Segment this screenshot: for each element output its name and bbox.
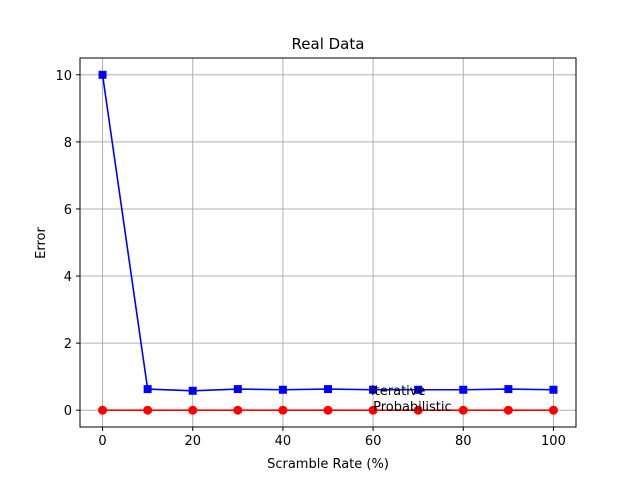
data-point-iterative [369,385,378,394]
x-axis-label: Scramble Rate (%) [267,457,389,472]
data-point-probabilistic [368,405,378,415]
data-point-iterative [278,385,287,394]
x-tick-label: 60 [365,434,382,449]
data-point-probabilistic [98,405,108,415]
x-tick-label: 20 [184,434,201,449]
data-point-iterative [324,385,332,394]
y-tick-label: 4 [64,270,72,285]
x-tick-label: 100 [541,434,566,449]
data-point-probabilistic [413,405,423,415]
data-point-iterative [504,385,513,394]
ticks: 0 20 40 60 80 100 0 2 4 6 8 10 [55,69,565,449]
y-axis-label: Error [34,227,49,259]
data-point-probabilistic [323,405,333,415]
annotation-label: Probabilistic [373,400,452,415]
data-point-iterative [188,386,197,395]
y-tick-label: 10 [55,69,72,84]
data-point-probabilistic [188,405,198,415]
data-point-probabilistic [143,405,153,415]
y-tick-label: 2 [64,337,72,352]
x-tick-label: 80 [455,434,472,449]
y-tick-label: 8 [64,136,72,151]
series-layer [98,70,558,415]
data-point-probabilistic [503,405,513,415]
chart-title: Real Data [292,35,365,53]
data-point-probabilistic [233,405,243,415]
x-tick-label: 0 [98,434,106,449]
data-point-iterative [414,385,423,394]
y-tick-label: 6 [64,203,72,218]
data-point-probabilistic [458,405,468,415]
x-tick-label: 40 [275,434,292,449]
data-point-iterative [459,385,468,394]
data-point-probabilistic [278,405,288,415]
data-point-iterative [549,385,558,394]
data-point-iterative [98,70,107,79]
annotation-label: Iterative [371,384,426,399]
data-point-iterative [143,385,152,394]
plot-frame [79,57,577,428]
y-tick-label: 0 [64,404,72,419]
data-point-probabilistic [548,405,558,415]
data-point-iterative [233,385,242,394]
